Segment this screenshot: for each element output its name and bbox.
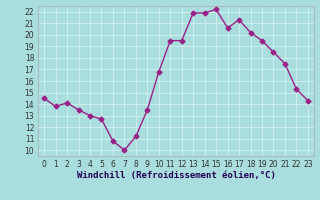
X-axis label: Windchill (Refroidissement éolien,°C): Windchill (Refroidissement éolien,°C) [76,171,276,180]
